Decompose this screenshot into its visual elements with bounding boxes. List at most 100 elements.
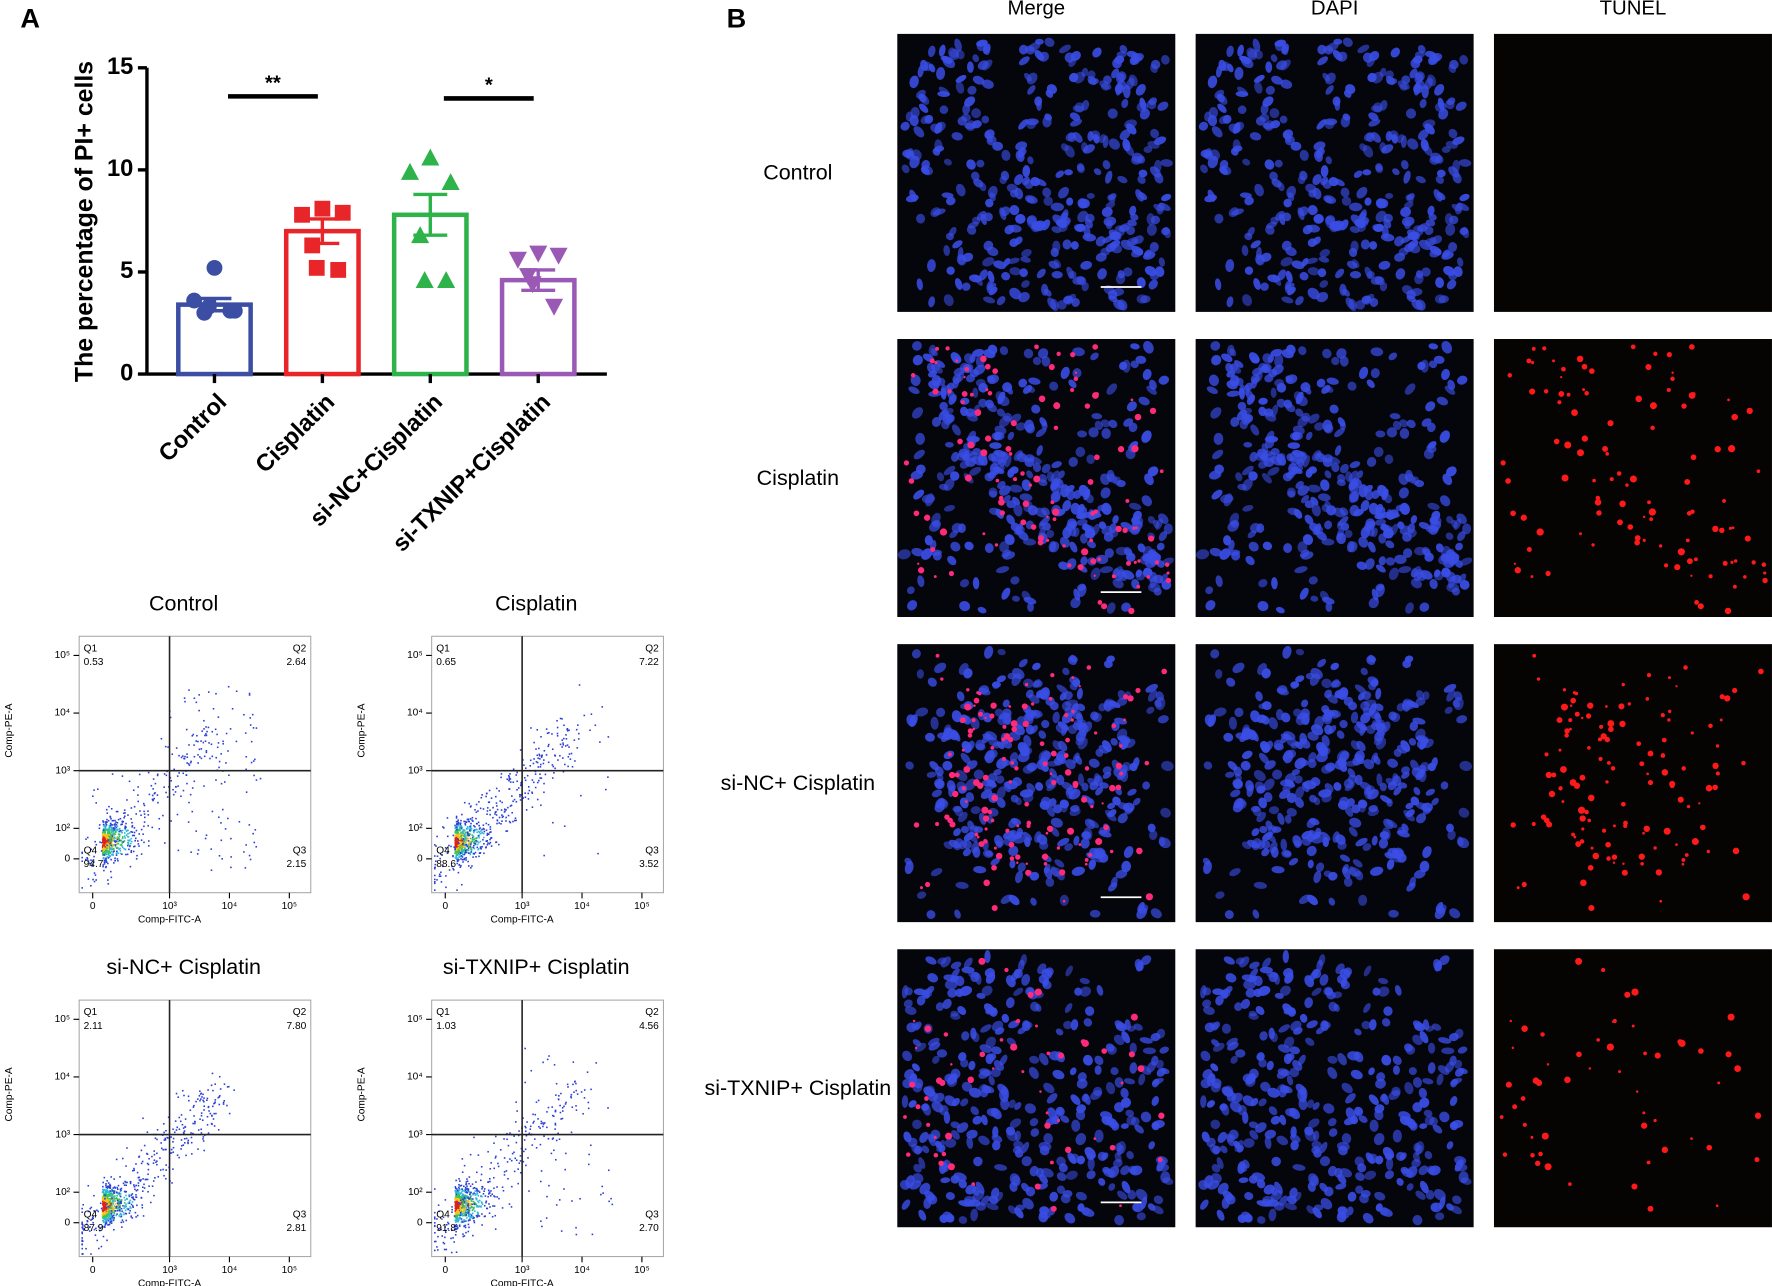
event-dot: [101, 1216, 104, 1218]
event-dot: [166, 796, 169, 798]
x-tick-label: 10⁵: [634, 1265, 650, 1276]
nucleus: [1274, 159, 1283, 168]
event-dot: [501, 814, 503, 816]
event-dot: [112, 819, 115, 822]
event-dot: [123, 812, 125, 814]
event-dot: [110, 1195, 112, 1197]
event-dot: [509, 773, 511, 775]
event-dot: [202, 1138, 204, 1140]
event-dot: [571, 765, 574, 768]
nucleus: [1403, 170, 1411, 184]
event-dot: [98, 1247, 100, 1250]
event-dot: [501, 801, 503, 804]
event-dot: [463, 853, 466, 856]
event-dot: [121, 775, 124, 777]
event-dot: [191, 787, 194, 789]
y-tick-label: 10³: [408, 765, 423, 776]
nucleus: [1283, 198, 1292, 208]
event-dot: [494, 1214, 497, 1217]
nucleus: [1014, 174, 1024, 185]
nucleus: [1249, 132, 1262, 141]
nucleus: [1456, 202, 1470, 211]
event-dot: [457, 842, 460, 845]
event-dot: [459, 1180, 461, 1182]
event-dot: [475, 837, 478, 840]
x-tick-label: 0: [90, 1265, 96, 1276]
event-dot: [467, 1200, 470, 1203]
event-dot: [480, 1206, 482, 1208]
event-dot: [125, 1181, 127, 1184]
event-dot: [216, 733, 218, 736]
event-dot: [187, 1095, 190, 1098]
nucleus: [1453, 266, 1463, 278]
event-dot: [468, 828, 471, 831]
event-dot: [100, 841, 103, 844]
nucleus: [1028, 377, 1041, 385]
event-dot: [115, 1191, 118, 1193]
event-dot: [211, 755, 214, 758]
event-dot: [462, 1210, 465, 1213]
event-dot: [461, 1196, 464, 1199]
event-dot: [477, 830, 480, 833]
event-dot: [110, 807, 113, 810]
nucleus: [1401, 285, 1413, 295]
nucleus: [1064, 145, 1075, 158]
nucleus: [928, 296, 936, 308]
nucleus: [1226, 45, 1234, 57]
event-dot: [524, 1148, 527, 1151]
event-dot: [575, 1233, 578, 1236]
event-dot: [117, 840, 120, 843]
event-dot: [489, 809, 491, 812]
event-dot: [102, 1185, 104, 1188]
nucleus: [1142, 251, 1156, 260]
nucleus: [1403, 201, 1414, 209]
nucleus: [1445, 140, 1458, 149]
event-dot: [570, 1096, 573, 1099]
nucleus: [1270, 54, 1278, 63]
nucleus: [1072, 347, 1085, 357]
event-dot: [493, 1195, 495, 1197]
event-dot: [487, 1181, 490, 1183]
event-dot: [118, 1198, 121, 1201]
nucleus: [1009, 466, 1019, 474]
event-dot: [455, 1207, 458, 1210]
nucleus: [1264, 159, 1275, 170]
event-dot: [108, 825, 111, 827]
nucleus: [1081, 142, 1088, 153]
event-dot: [459, 825, 461, 828]
y-tick-label: 10⁵: [55, 650, 71, 661]
event-dot: [108, 854, 110, 856]
event-dot: [505, 1170, 508, 1172]
event-dot: [109, 834, 111, 836]
event-dot: [108, 1215, 111, 1217]
event-dot: [508, 820, 511, 823]
event-dot: [473, 847, 475, 850]
nucleus: [1105, 170, 1113, 184]
event-dot: [576, 747, 579, 749]
event-dot: [488, 1191, 491, 1193]
event-dot: [112, 853, 114, 855]
event-dot: [478, 1215, 481, 1217]
event-dot: [108, 1210, 111, 1212]
nucleus: [1317, 44, 1327, 55]
y-tick-label: 10⁴: [407, 1072, 423, 1083]
event-dot: [81, 1239, 83, 1242]
nucleus: [1207, 75, 1218, 89]
event-dot: [141, 1206, 144, 1209]
event-dot: [607, 776, 609, 778]
event-dot: [458, 1209, 461, 1212]
event-dot: [472, 1207, 475, 1210]
event-dot: [466, 837, 468, 840]
event-dot: [461, 856, 464, 858]
tunel-signal: [932, 388, 939, 395]
nucleus: [1015, 150, 1025, 162]
event-dot: [209, 757, 211, 760]
event-dot: [513, 1135, 515, 1137]
event-dot: [437, 1249, 439, 1251]
event-dot: [575, 1226, 577, 1229]
quadrant-name: Q1: [436, 1007, 450, 1018]
event-dot: [111, 1211, 114, 1214]
event-dot: [547, 1106, 550, 1109]
event-dot: [460, 845, 463, 847]
event-dot: [90, 884, 92, 887]
